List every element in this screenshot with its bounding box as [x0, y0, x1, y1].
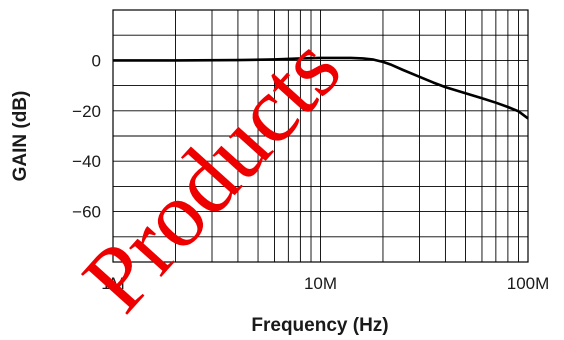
y-tick-label: −20	[72, 102, 101, 121]
x-tick-label: 100M	[507, 274, 550, 293]
x-tick-label: 10M	[304, 274, 337, 293]
y-axis-label: GAIN (dB)	[10, 91, 31, 182]
y-tick-labels: 0 −20 −40 −60	[72, 51, 101, 221]
x-tick-labels: 1M 10M 100M	[101, 274, 549, 293]
plot-frame	[112, 9, 529, 263]
y-tick-label: 0	[92, 51, 101, 70]
x-tick-label: 1M	[101, 274, 125, 293]
gain-series-line	[113, 56, 529, 120]
x-axis-label: Frequency (Hz)	[251, 315, 388, 336]
y-tick-label: −60	[72, 203, 101, 222]
grid-lines	[113, 10, 528, 262]
y-tick-label: −40	[72, 152, 101, 171]
